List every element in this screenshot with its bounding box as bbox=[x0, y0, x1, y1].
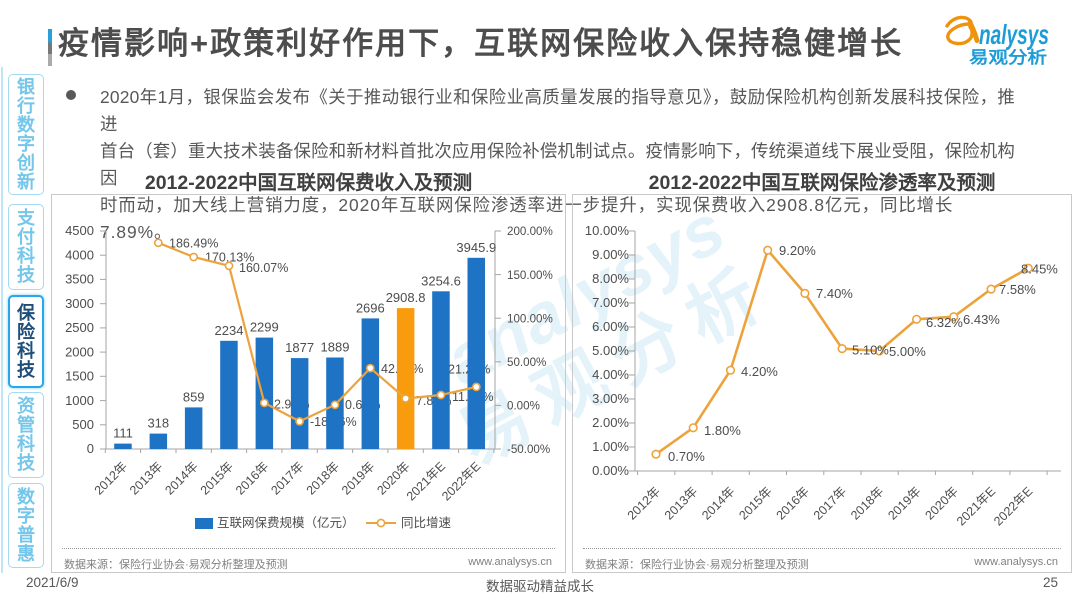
svg-text:1.00%: 1.00% bbox=[592, 439, 629, 454]
svg-text:2019年: 2019年 bbox=[339, 459, 377, 497]
svg-text:2015年: 2015年 bbox=[198, 459, 236, 497]
svg-text:3500: 3500 bbox=[65, 272, 94, 287]
svg-text:9.00%: 9.00% bbox=[592, 247, 629, 262]
svg-text:500: 500 bbox=[72, 417, 94, 432]
svg-text:2012年: 2012年 bbox=[92, 459, 130, 497]
svg-text:2015年: 2015年 bbox=[736, 484, 774, 522]
svg-text:2696: 2696 bbox=[356, 300, 385, 315]
svg-text:150.00%: 150.00% bbox=[507, 269, 553, 282]
svg-text:2012年: 2012年 bbox=[625, 484, 663, 522]
svg-text:易观分析: 易观分析 bbox=[969, 47, 1048, 67]
svg-text:5.10%: 5.10% bbox=[852, 343, 889, 358]
svg-text:互联网保费规模（亿元）: 互联网保费规模（亿元） bbox=[217, 515, 355, 530]
svg-text:2908.8: 2908.8 bbox=[386, 290, 426, 305]
svg-text:0.70%: 0.70% bbox=[668, 449, 705, 464]
svg-text:3945.9: 3945.9 bbox=[456, 240, 496, 255]
svg-text:8.00%: 8.00% bbox=[592, 271, 629, 286]
svg-text:1500: 1500 bbox=[65, 369, 94, 384]
svg-text:2500: 2500 bbox=[65, 320, 94, 335]
svg-text:5.00%: 5.00% bbox=[592, 343, 629, 358]
svg-text:1877: 1877 bbox=[285, 340, 314, 355]
svg-text:2017年: 2017年 bbox=[268, 459, 306, 497]
svg-text:2017年: 2017年 bbox=[811, 484, 849, 522]
svg-text:4.20%: 4.20% bbox=[741, 364, 778, 379]
svg-text:4.00%: 4.00% bbox=[592, 367, 629, 382]
svg-text:2016年: 2016年 bbox=[774, 484, 812, 522]
svg-text:4500: 4500 bbox=[65, 223, 94, 238]
svg-text:4000: 4000 bbox=[65, 247, 94, 262]
svg-text:9.20%: 9.20% bbox=[779, 243, 816, 258]
svg-text:2016年: 2016年 bbox=[233, 459, 271, 497]
svg-text:6.43%: 6.43% bbox=[963, 312, 1000, 327]
svg-text:2018年: 2018年 bbox=[848, 484, 886, 522]
svg-text:2299: 2299 bbox=[250, 320, 279, 335]
svg-text:859: 859 bbox=[183, 389, 205, 404]
svg-text:100.00%: 100.00% bbox=[507, 312, 553, 325]
svg-text:2.00%: 2.00% bbox=[592, 415, 629, 430]
svg-text:2014年: 2014年 bbox=[699, 484, 737, 522]
svg-text:10.00%: 10.00% bbox=[585, 223, 630, 238]
svg-text:1000: 1000 bbox=[65, 393, 94, 408]
svg-text:2000: 2000 bbox=[65, 344, 94, 359]
svg-text:1.80%: 1.80% bbox=[704, 423, 741, 438]
svg-text:1889: 1889 bbox=[321, 340, 350, 355]
svg-text:2234: 2234 bbox=[215, 323, 244, 338]
svg-text:7.40%: 7.40% bbox=[816, 286, 853, 301]
svg-text:-50.00%: -50.00% bbox=[507, 443, 550, 456]
svg-text:3254.6: 3254.6 bbox=[421, 273, 461, 288]
svg-text:8.45%: 8.45% bbox=[1021, 262, 1058, 277]
svg-text:111: 111 bbox=[113, 426, 133, 441]
svg-text:2021年E: 2021年E bbox=[954, 484, 998, 528]
svg-text:2022年E: 2022年E bbox=[991, 484, 1035, 528]
svg-text:2019年: 2019年 bbox=[885, 484, 923, 522]
svg-text:0.00%: 0.00% bbox=[592, 463, 629, 478]
svg-text:7.00%: 7.00% bbox=[592, 295, 629, 310]
svg-text:160.07%: 160.07% bbox=[239, 261, 288, 275]
svg-text:170.13%: 170.13% bbox=[205, 251, 254, 265]
svg-text:2013年: 2013年 bbox=[127, 459, 165, 497]
svg-text:nalysys: nalysys bbox=[979, 19, 1049, 50]
svg-text:318: 318 bbox=[147, 416, 169, 431]
svg-text:6.32%: 6.32% bbox=[926, 315, 963, 330]
svg-text:2014年: 2014年 bbox=[162, 459, 200, 497]
svg-text:0: 0 bbox=[87, 441, 94, 456]
svg-text:7.58%: 7.58% bbox=[999, 282, 1036, 297]
svg-text:5.00%: 5.00% bbox=[889, 344, 926, 359]
svg-text:2022年E: 2022年E bbox=[439, 459, 483, 503]
svg-text:186.49%: 186.49% bbox=[169, 237, 218, 251]
svg-text:3.00%: 3.00% bbox=[592, 391, 629, 406]
svg-text:3000: 3000 bbox=[65, 296, 94, 311]
svg-text:同比增速: 同比增速 bbox=[401, 515, 452, 530]
svg-text:50.00%: 50.00% bbox=[507, 356, 546, 369]
svg-text:6.00%: 6.00% bbox=[592, 319, 629, 334]
svg-text:200.00%: 200.00% bbox=[507, 225, 553, 238]
svg-text:2013年: 2013年 bbox=[662, 484, 700, 522]
svg-text:2018年: 2018年 bbox=[304, 459, 342, 497]
svg-text:0.00%: 0.00% bbox=[507, 400, 540, 413]
